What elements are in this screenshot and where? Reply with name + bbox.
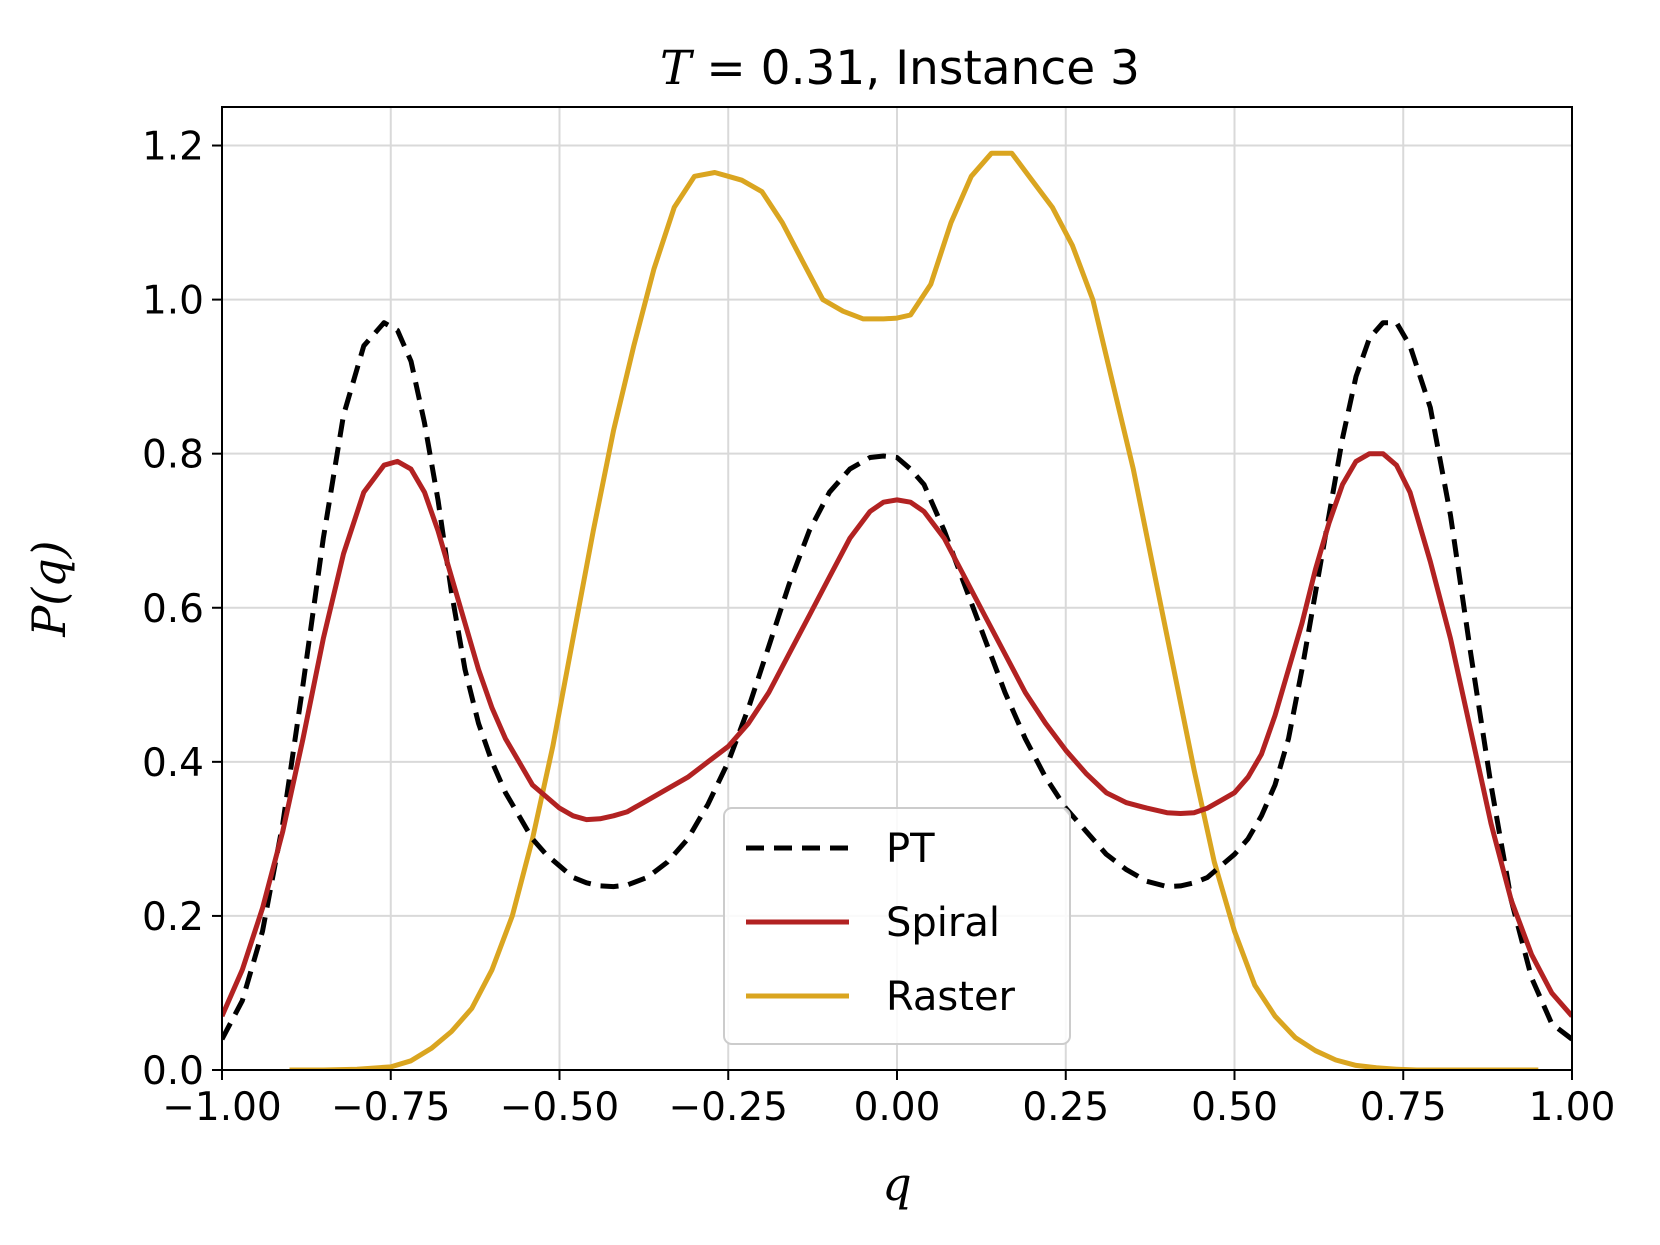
y-tick-label: 1.0 [142,279,204,324]
x-tick-label: 0.25 [1022,1085,1109,1130]
grid [221,107,1573,1071]
x-tick-label: 0.50 [1191,1085,1278,1130]
legend: PT Spiral Raster [723,807,1071,1045]
title-variable: T [660,41,695,96]
legend-label-raster: Raster [886,974,1016,1020]
y-tick-label: 0.8 [142,433,204,478]
y-tick-label: 0.4 [142,741,204,786]
y-tick-label: 1.2 [142,125,204,170]
y-tick-label: 0.2 [142,895,204,940]
chart-title: T = 0.31, Instance 3 [660,41,1140,96]
title-rest: = 0.31, Instance 3 [691,41,1140,96]
x-tick-label: −0.75 [331,1085,451,1130]
x-axis-title: q [882,1157,911,1211]
series-line-pt [222,320,1572,1042]
x-tick-label: −0.25 [668,1085,788,1130]
legend-label-pt: PT [886,826,935,872]
x-tick-label: 0.00 [854,1085,941,1130]
y-tick-label: 0.6 [142,587,204,632]
x-tick-label: −1.00 [162,1085,282,1130]
legend-box [723,807,1071,1045]
series-lines [222,150,1572,1070]
series-line-spiral [222,451,1572,1018]
axis-ticks: −1.00 −0.75 −0.50 −0.25 0.00 0.25 0.50 0.75 1.00… [142,125,1615,1130]
y-tick-label: 0.0 [142,1049,204,1094]
x-tick-label: 0.75 [1360,1085,1447,1130]
x-tick-label: 1.00 [1529,1085,1616,1130]
y-axis-title: P(q) [22,540,76,637]
series-line-raster [289,150,1539,1070]
legend-label-spiral: Spiral [886,900,1000,946]
x-tick-label: −0.50 [500,1085,620,1130]
